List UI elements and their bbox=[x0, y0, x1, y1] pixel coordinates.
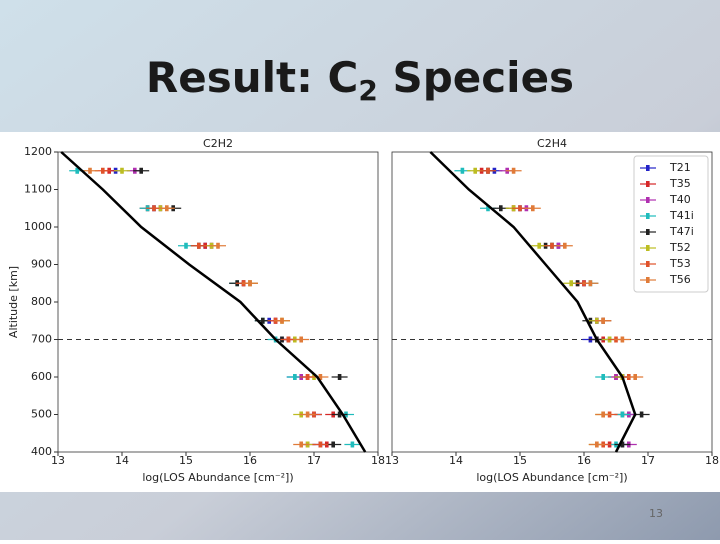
panel-title: C2H4 bbox=[537, 137, 567, 150]
y-tick-label: 900 bbox=[31, 258, 52, 271]
legend-label: T21 bbox=[669, 161, 691, 174]
legend-marker bbox=[646, 165, 650, 171]
legend-label: T53 bbox=[669, 257, 691, 270]
x-tick-label: 13 bbox=[385, 454, 399, 467]
data-point bbox=[101, 167, 105, 174]
data-point bbox=[499, 205, 503, 212]
data-point bbox=[248, 280, 252, 287]
data-point bbox=[620, 441, 625, 448]
y-tick-label: 500 bbox=[31, 408, 52, 421]
data-point bbox=[184, 242, 188, 249]
data-point bbox=[261, 317, 265, 324]
model-line bbox=[429, 151, 637, 453]
data-point bbox=[486, 205, 490, 212]
panel-title: C2H2 bbox=[203, 137, 233, 150]
x-tick-label: 18 bbox=[371, 454, 385, 467]
y-tick-label: 400 bbox=[31, 445, 52, 458]
data-point bbox=[216, 242, 220, 249]
legend-label: T41i bbox=[669, 209, 694, 222]
data-point bbox=[293, 374, 297, 380]
data-point bbox=[639, 411, 644, 418]
figure-panel bbox=[0, 132, 720, 492]
plot-frame bbox=[391, 151, 713, 453]
data-point bbox=[152, 205, 156, 212]
data-point bbox=[286, 336, 291, 343]
model-line bbox=[60, 151, 367, 453]
x-tick-label: 17 bbox=[307, 454, 321, 467]
data-point bbox=[633, 374, 637, 380]
x-tick-label: 14 bbox=[449, 454, 463, 467]
data-point bbox=[299, 441, 303, 448]
page-number: 13 bbox=[649, 507, 663, 520]
x-tick-label: 18 bbox=[705, 454, 719, 467]
data-point bbox=[197, 242, 201, 249]
x-tick-label: 16 bbox=[243, 454, 257, 467]
data-point bbox=[486, 167, 490, 174]
legend-marker bbox=[646, 213, 650, 219]
data-point bbox=[518, 205, 522, 212]
x-tick-label: 14 bbox=[115, 454, 129, 467]
legend-marker bbox=[646, 261, 650, 267]
data-point bbox=[620, 336, 625, 343]
y-tick-label: 1100 bbox=[24, 183, 52, 196]
data-point bbox=[601, 411, 605, 418]
data-point bbox=[531, 205, 535, 212]
data-point bbox=[550, 242, 554, 249]
legend-label: T40 bbox=[669, 193, 691, 206]
y-tick-label: 600 bbox=[31, 370, 52, 383]
y-tick-label: 1000 bbox=[24, 220, 52, 233]
data-point bbox=[280, 317, 284, 324]
data-point bbox=[460, 167, 465, 174]
data-point bbox=[601, 317, 605, 324]
legend-label: T47i bbox=[669, 225, 694, 238]
y-tick-label: 700 bbox=[31, 333, 52, 346]
x-tick-label: 15 bbox=[179, 454, 193, 467]
legend-box bbox=[633, 155, 709, 293]
legend-marker bbox=[646, 197, 650, 203]
slide-title: Result: C2 Species bbox=[146, 53, 574, 108]
x-axis-label: log(LOS Abundance [cm⁻²]) bbox=[476, 471, 627, 484]
x-tick-label: 17 bbox=[641, 454, 655, 467]
data-point bbox=[165, 205, 169, 212]
data-point bbox=[595, 441, 599, 448]
legend-marker bbox=[646, 229, 650, 235]
data-point bbox=[337, 411, 342, 418]
data-point bbox=[569, 280, 573, 287]
legend-label: T35 bbox=[669, 177, 691, 190]
data-point bbox=[305, 411, 310, 418]
x-tick-label: 16 bbox=[577, 454, 591, 467]
data-point bbox=[305, 374, 310, 380]
legend-marker bbox=[646, 245, 650, 251]
data-point bbox=[601, 374, 605, 380]
data-point bbox=[88, 167, 92, 174]
data-point bbox=[588, 280, 593, 287]
legend-marker bbox=[646, 277, 650, 283]
legend-marker bbox=[646, 181, 650, 187]
data-point bbox=[563, 242, 567, 249]
data-point bbox=[620, 411, 625, 418]
x-tick-label: 15 bbox=[513, 454, 527, 467]
data-point bbox=[139, 167, 143, 174]
data-point bbox=[318, 441, 323, 448]
data-point bbox=[120, 167, 124, 174]
data-point bbox=[75, 167, 79, 174]
data-point bbox=[473, 167, 477, 174]
data-point bbox=[331, 441, 335, 448]
y-tick-label: 800 bbox=[31, 295, 52, 308]
data-point bbox=[511, 167, 516, 174]
legend-label: T52 bbox=[669, 241, 691, 254]
data-point bbox=[299, 336, 303, 343]
x-tick-label: 13 bbox=[51, 454, 65, 467]
data-point bbox=[537, 242, 541, 249]
data-point bbox=[337, 374, 342, 380]
x-axis-label: log(LOS Abundance [cm⁻²]) bbox=[142, 471, 293, 484]
y-tick-label: 1200 bbox=[24, 145, 52, 158]
legend-label: T56 bbox=[669, 273, 691, 286]
y-axis-label: Altitude [km] bbox=[7, 266, 20, 338]
data-point bbox=[350, 441, 355, 448]
data-point bbox=[318, 374, 323, 380]
